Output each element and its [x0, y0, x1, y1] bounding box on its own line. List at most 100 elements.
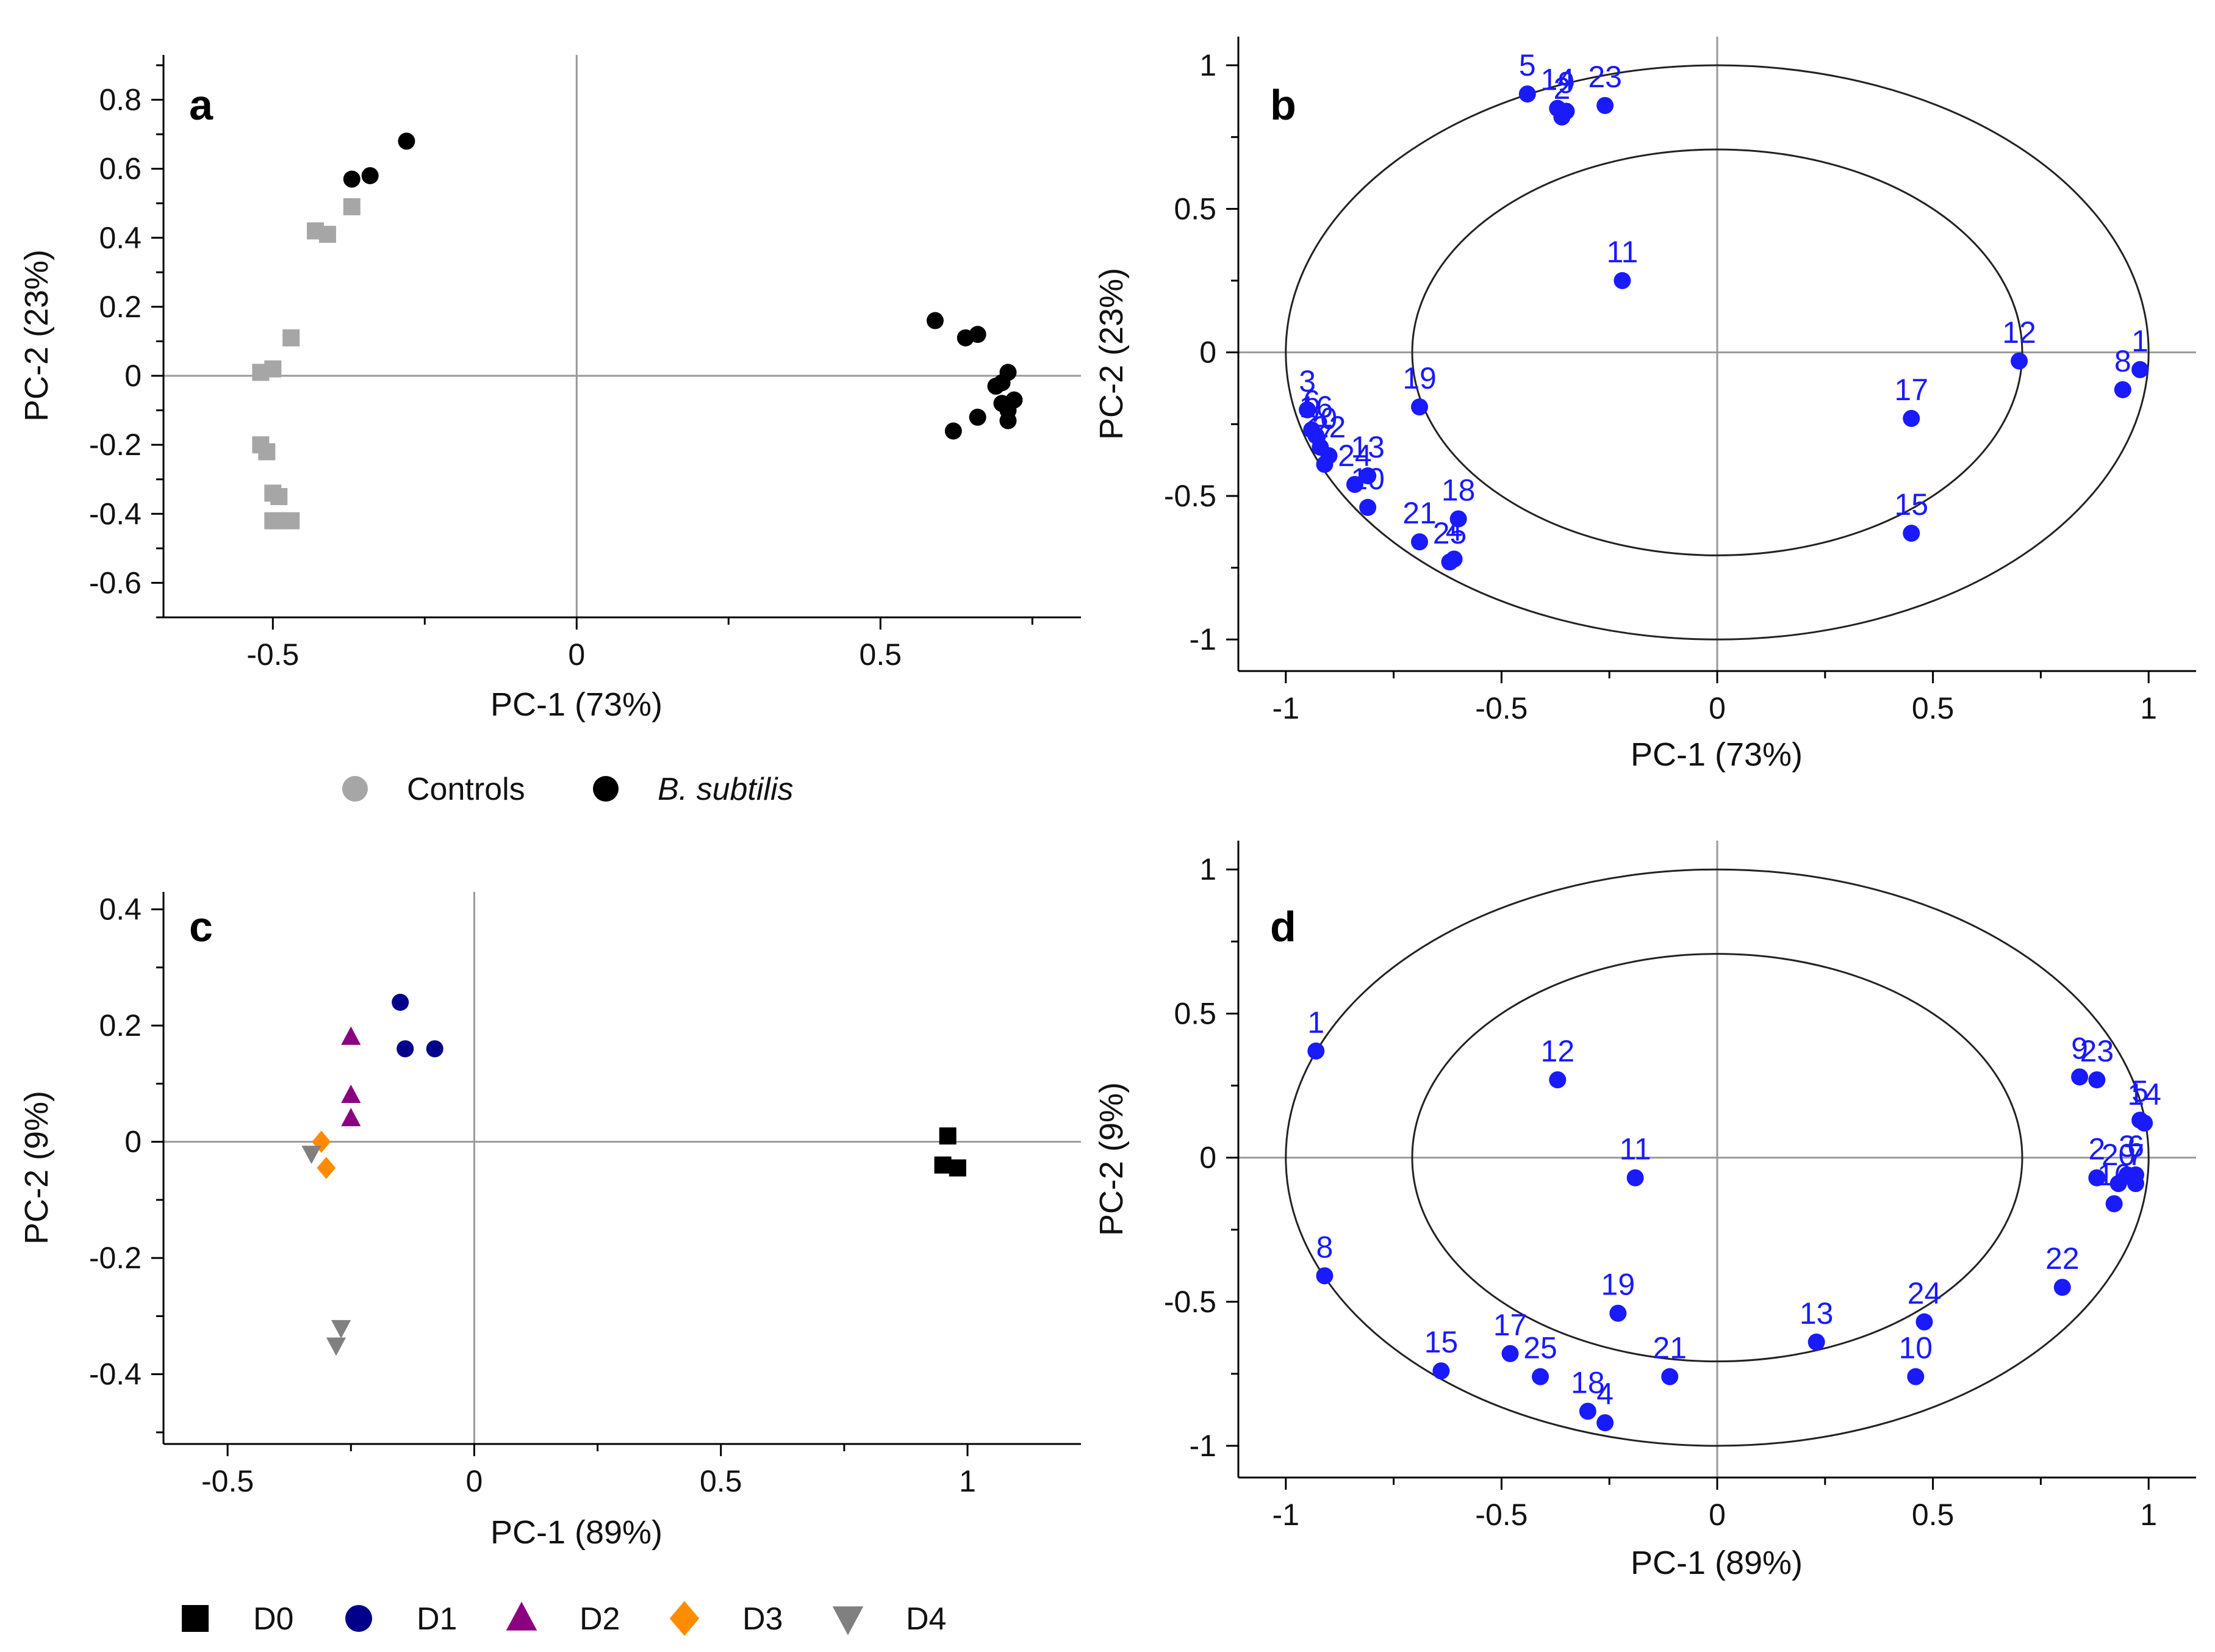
- loading-point-label: 16: [2097, 1158, 2131, 1192]
- loading-point-label: 23: [1588, 60, 1622, 94]
- series-d0: [934, 1127, 966, 1177]
- legend-marker: [832, 1606, 864, 1636]
- loading-point-label: 16: [1299, 390, 1333, 424]
- panel-d-plot: -1 -0.5 0 0.5 1 -1 -0.5 0 0.5 1 PC-1 (89%) PC-2 (9%…: [1093, 841, 2196, 1581]
- data-point: [397, 1040, 414, 1058]
- x-tick-label: 0: [1709, 1498, 1726, 1532]
- loading-point: [2136, 1114, 2153, 1132]
- loading-point: [1661, 1368, 1679, 1385]
- series-controls: [252, 198, 361, 530]
- legend-label: D4: [906, 1601, 946, 1637]
- loading-point: [1501, 1345, 1519, 1362]
- x-tick-label: 1: [959, 1464, 976, 1498]
- y-tick-label: -0.2: [89, 428, 142, 462]
- legend-marker: [182, 1605, 209, 1632]
- legend-label: D1: [417, 1601, 457, 1637]
- y-tick-label: 0.5: [1174, 996, 1216, 1030]
- panel-b-letter: b: [1270, 81, 1296, 129]
- y-tick-label: -0.4: [89, 497, 142, 531]
- loading-point: [1609, 1304, 1627, 1322]
- data-point: [326, 1337, 346, 1356]
- loading-point: [1557, 102, 1575, 120]
- series-d2: [341, 1026, 361, 1127]
- loading-point-label: 9: [1558, 65, 1575, 99]
- y-tick-label: 1: [1199, 852, 1216, 886]
- series-b-subtilis: [343, 132, 1023, 440]
- legend-label: B. subtilis: [658, 772, 794, 807]
- loading-point-label: 7: [1316, 418, 1334, 453]
- y-tick-label: 0: [124, 359, 142, 393]
- y-tick-label: -0.2: [89, 1241, 142, 1275]
- loading-point-label: 19: [1402, 361, 1437, 395]
- loading-point: [1411, 533, 1429, 551]
- y-tick-label: 0.2: [99, 290, 142, 324]
- y-tick-label: 0: [1199, 336, 1216, 370]
- loading-point-label: 8: [2114, 344, 2131, 378]
- loading-point-label: 22: [2045, 1241, 2080, 1276]
- data-point: [392, 994, 409, 1011]
- y-tick-label: -0.4: [89, 1357, 142, 1392]
- data-point: [939, 1127, 957, 1145]
- y-axis-label: PC-2 (9%): [1093, 1082, 1130, 1236]
- x-tick-label: 0: [466, 1464, 483, 1498]
- y-tick-label: -0.5: [1164, 479, 1216, 513]
- loading-point: [1903, 525, 1920, 542]
- y-axis-label: PC-2 (23%): [1093, 268, 1130, 440]
- loading-point-label: 8: [1316, 1230, 1334, 1264]
- outer-correlation-ellipse: [1285, 64, 2150, 641]
- loading-point: [1299, 401, 1316, 418]
- legend-cd: D0 D1 D2 D3 D4: [182, 1601, 946, 1637]
- loading-point: [2127, 1175, 2144, 1193]
- loading-point-label: 17: [1493, 1308, 1528, 1342]
- data-point: [301, 1146, 321, 1165]
- data-point: [264, 512, 282, 530]
- x-axis-label: PC-1 (73%): [490, 686, 662, 723]
- legend-label: D2: [580, 1601, 620, 1637]
- loading-point-label: 6: [2127, 1129, 2144, 1163]
- loading-point-label: 18: [1441, 473, 1476, 508]
- loading-point: [2088, 1071, 2106, 1089]
- loading-point: [2053, 1279, 2071, 1296]
- loading-point-label: 10: [1351, 462, 1385, 496]
- y-axis-label: PC-2 (9%): [18, 1091, 55, 1244]
- loading-point: [1432, 1362, 1450, 1380]
- loading-point: [1307, 1042, 1325, 1060]
- y-tick-label: 0.5: [1174, 192, 1216, 226]
- panel-d-letter: d: [1270, 903, 1296, 950]
- loading-point-label: 15: [1424, 1325, 1459, 1359]
- panel-a-plot: -0.5 0 0.5 -0.6 -0.4 -0.2 0 0.2 0.4 0.6 0.8 PC-1 (7…: [18, 55, 1081, 723]
- loading-point: [1808, 1333, 1825, 1351]
- loading-point-label: 12: [1541, 1034, 1575, 1068]
- data-point: [343, 170, 361, 188]
- loading-point: [1596, 96, 1614, 114]
- x-axis-label: PC-1 (73%): [1631, 736, 1803, 773]
- x-tick-label: -0.5: [1475, 1498, 1528, 1532]
- loading-point: [2088, 1169, 2106, 1187]
- x-axis-label: PC-1 (89%): [1631, 1545, 1803, 1581]
- y-tick-label: 0.6: [99, 152, 142, 186]
- legend-ab: Controls B. subtilis: [342, 772, 794, 807]
- loading-point-label: 13: [1800, 1296, 1834, 1331]
- loading-point: [1316, 456, 1334, 473]
- loading-point-label: 4: [1596, 1377, 1614, 1411]
- y-tick-label: 0.8: [99, 83, 142, 117]
- x-tick-label: 1: [2140, 1498, 2157, 1532]
- loading-point-label: 3: [2119, 1129, 2136, 1163]
- loading-point-label: 24: [1338, 439, 1372, 473]
- loading-point-label: 24: [1908, 1276, 1942, 1310]
- panel-c-letter: c: [189, 903, 213, 950]
- loading-point-label: 11: [1606, 235, 1638, 269]
- data-point: [343, 198, 361, 215]
- x-tick-label: 0.5: [1912, 1498, 1955, 1532]
- series-d1: [392, 994, 443, 1058]
- data-point: [341, 1084, 361, 1104]
- x-tick-label: 0.5: [1912, 691, 1955, 725]
- panel-a-letter: a: [189, 81, 214, 129]
- x-tick-label: 0.5: [700, 1464, 742, 1498]
- legend-marker: [506, 1601, 537, 1631]
- inner-correlation-ellipse: [1411, 953, 2023, 1363]
- loading-point-label: 25: [1523, 1331, 1557, 1365]
- loading-point: [1907, 1368, 1925, 1385]
- data-point: [282, 329, 300, 347]
- loading-point-label: 6: [1303, 384, 1320, 418]
